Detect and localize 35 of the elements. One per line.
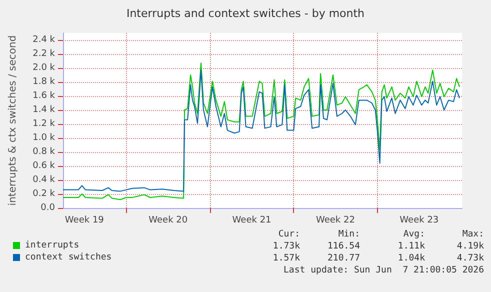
text: 1.73k	[272, 242, 301, 252]
legend-label: interrupts	[25, 240, 80, 250]
text: Max:	[462, 230, 484, 240]
y-tick-label: 0.0	[40, 203, 56, 213]
legend-label: context switches	[25, 252, 112, 262]
y-tick-label: 1.4 k	[32, 105, 56, 115]
text: Avg:	[403, 230, 425, 240]
y-tick-label: 2.2 k	[32, 49, 56, 59]
y-tick-label: 1.2 k	[32, 119, 56, 129]
x-tick-label: Week 20	[148, 216, 188, 226]
x-tick-label: Week 22	[316, 216, 355, 226]
y-tick-label: 2.4 k	[32, 35, 56, 45]
text: 1.04k	[398, 254, 426, 264]
x-tick-label: Week 19	[64, 216, 104, 226]
y-axis-title: interrupts & ctx switches / second	[8, 35, 18, 206]
text: 1.57k	[272, 254, 301, 264]
text: 116.54	[327, 242, 360, 252]
y-tick-label: 0.8 k	[32, 147, 56, 157]
y-tick-label: 0.6 k	[32, 161, 56, 171]
text: Min:	[338, 230, 360, 240]
y-tick-label: 0.2 k	[32, 189, 56, 199]
chart-title: Interrupts and context switches - by month	[126, 7, 365, 20]
x-tick-label: Week 23	[400, 216, 439, 226]
y-tick-label: 0.4 k	[32, 175, 56, 185]
text: Cur:	[278, 230, 300, 240]
text: Last update: Sun Jun 7 21:00:05 2026	[284, 266, 484, 276]
text: 4.19k	[456, 242, 485, 252]
x-tick-label: Week 21	[232, 216, 272, 226]
y-tick-label: 2.0 k	[32, 63, 56, 73]
text: 210.77	[327, 254, 360, 264]
y-tick-label: 1.8 k	[32, 77, 56, 87]
text: 1.11k	[398, 242, 426, 252]
y-tick-label: 1.0 k	[32, 133, 56, 143]
y-tick-label: 1.6 k	[32, 91, 56, 101]
text: 4.73k	[456, 254, 485, 264]
